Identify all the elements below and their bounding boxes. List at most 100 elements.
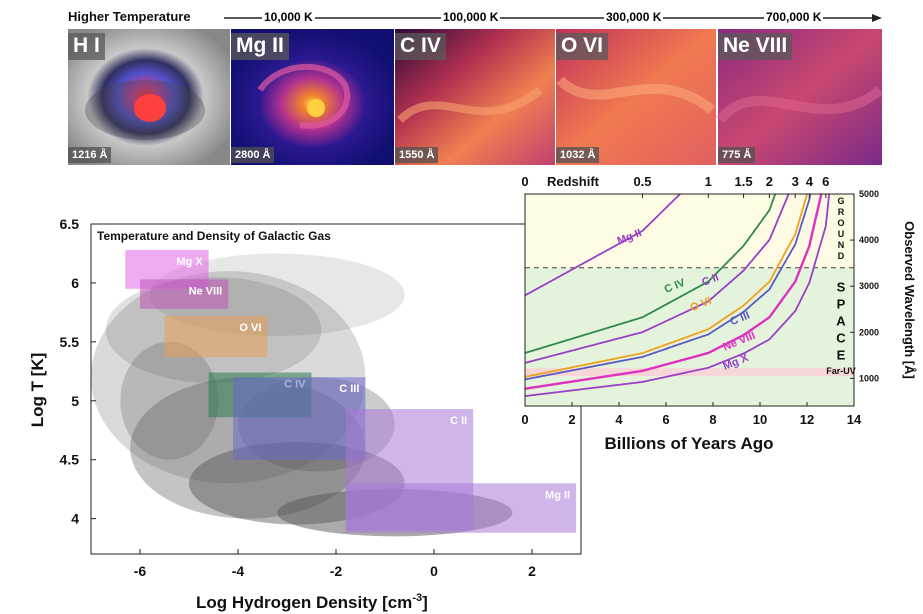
wavelength-tick-label: 3000 bbox=[859, 281, 879, 291]
phase-y-axis-label: Log T [K] bbox=[28, 353, 47, 428]
lookback-tick-label: 12 bbox=[800, 412, 814, 427]
panel-hi-image bbox=[68, 29, 230, 165]
ion-region-label: Mg II bbox=[545, 489, 570, 501]
redshift-tick-label: 6 bbox=[822, 174, 829, 189]
y-tick-label: 6 bbox=[71, 275, 79, 291]
lookback-tick-label: 8 bbox=[709, 412, 716, 427]
ion-region-label: Mg X bbox=[176, 256, 203, 268]
lookback-tick-label: 0 bbox=[521, 412, 528, 427]
y-tick-label: 4.5 bbox=[60, 452, 80, 468]
ion-image-strip: Higher Temperature 10,000 K 100,000 K 30… bbox=[0, 0, 923, 170]
temp-mark-300000: 300,000 K bbox=[604, 10, 664, 24]
ion-region-label: C II bbox=[450, 415, 467, 427]
y-tick-label: 6.5 bbox=[60, 216, 80, 232]
ion-curves bbox=[525, 194, 831, 397]
gas-density-blob bbox=[149, 253, 405, 336]
ground-label-letter: R bbox=[838, 207, 845, 217]
redshift-tick-label: 2 bbox=[766, 174, 773, 189]
ion-curve bbox=[525, 194, 790, 364]
ion-region bbox=[164, 315, 268, 358]
x-tick-label: -6 bbox=[134, 563, 147, 579]
temp-mark-100000: 100,000 K bbox=[441, 10, 501, 24]
panel-mgii-label: Mg II bbox=[231, 33, 289, 60]
lookback-tick-label: 6 bbox=[662, 412, 669, 427]
phase-x-axis-label: Log Hydrogen Density [cm-3] bbox=[196, 592, 428, 612]
redshift-ticks: 0 0.5 1 1.5 2 3 4 6 bbox=[521, 174, 829, 198]
ground-label-letter: U bbox=[838, 229, 845, 239]
redshift-tick-label: 3 bbox=[792, 174, 799, 189]
ion-region bbox=[345, 483, 577, 533]
x-tick-label: -4 bbox=[232, 563, 245, 579]
wavelength-tick-label: 1000 bbox=[859, 373, 879, 383]
phase-x-ticks: -6 -4 -2 0 2 bbox=[134, 549, 536, 579]
ion-region-label: O VI bbox=[239, 322, 261, 334]
observation-zones bbox=[525, 194, 854, 406]
wavelength-tick-label: 2000 bbox=[859, 327, 879, 337]
panel-neviii-wavelength: 775 Å bbox=[718, 147, 756, 163]
redshift-tick-label: 1 bbox=[705, 174, 712, 189]
wavelength-tick-label: 5000 bbox=[859, 189, 879, 199]
ion-curve bbox=[525, 194, 812, 381]
ground-label-letter: N bbox=[838, 240, 845, 250]
lookback-tick-label: 10 bbox=[753, 412, 767, 427]
lookback-tick-label: 4 bbox=[615, 412, 623, 427]
wavelength-axis-label: Observed Wavelength [Å] bbox=[902, 221, 917, 379]
ground-label-letter: G bbox=[837, 196, 844, 206]
y-tick-label: 4 bbox=[71, 511, 79, 527]
ion-region bbox=[233, 377, 366, 460]
x-tick-label: 2 bbox=[528, 563, 536, 579]
wavelength-tick-label: 4000 bbox=[859, 235, 879, 245]
ion-curve bbox=[525, 194, 809, 378]
ion-region-label: C III bbox=[339, 383, 359, 395]
ion-images bbox=[68, 29, 884, 165]
ion-region-label: Ne VIII bbox=[189, 285, 223, 297]
panel-hi-wavelength: 1216 Å bbox=[68, 147, 112, 163]
panel-mgii-wavelength: 2800 Å bbox=[231, 147, 275, 163]
space-label-letter: C bbox=[836, 331, 846, 346]
x-tick-label: -2 bbox=[330, 563, 343, 579]
temperature-label: Higher Temperature bbox=[68, 9, 191, 24]
ground-label-letter: D bbox=[838, 251, 845, 261]
phase-title: Temperature and Density of Galactic Gas bbox=[97, 229, 331, 243]
panel-neviii-label: Ne VIII bbox=[718, 33, 793, 60]
lookback-tick-label: 14 bbox=[847, 412, 862, 427]
ground-label-letter: O bbox=[837, 218, 844, 228]
redshift-tick-label: 0 bbox=[521, 174, 528, 189]
space-label-letter: S bbox=[837, 280, 846, 295]
redshift-tick-label: 0.5 bbox=[633, 174, 651, 189]
ion-curve bbox=[525, 194, 831, 397]
temp-mark-10000: 10,000 K bbox=[262, 10, 315, 24]
ion-curve bbox=[525, 194, 777, 354]
ion-curve bbox=[525, 194, 682, 297]
space-label-letter: E bbox=[837, 348, 846, 363]
y-tick-label: 5.5 bbox=[60, 334, 80, 350]
gas-density-blob bbox=[120, 341, 219, 460]
redshift-tick-label: 1.5 bbox=[735, 174, 753, 189]
redshift-axis-label: Redshift bbox=[547, 174, 600, 189]
redshift-tick-label: 4 bbox=[806, 174, 814, 189]
panel-ovi-label: O VI bbox=[556, 33, 609, 60]
lookback-ticks: 0 2 4 6 8 10 12 14 bbox=[521, 402, 862, 427]
ion-curve-label: C II bbox=[700, 271, 720, 289]
temp-mark-700000: 700,000 K bbox=[764, 10, 824, 24]
ion-curve bbox=[525, 194, 823, 390]
ion-region bbox=[140, 279, 229, 309]
redshift-frame bbox=[524, 193, 855, 407]
panel-hi-label: H I bbox=[68, 33, 105, 60]
lookback-axis-label: Billions of Years Ago bbox=[604, 434, 773, 453]
space-label-letter: A bbox=[836, 314, 846, 329]
lookback-tick-label: 2 bbox=[568, 412, 575, 427]
wavelength-ticks: 1000 2000 3000 4000 5000 bbox=[850, 189, 879, 383]
panel-civ-wavelength: 1550 Å bbox=[395, 147, 439, 163]
far-uv-label: Far-UV bbox=[826, 366, 856, 376]
x-tick-label: 0 bbox=[430, 563, 438, 579]
panel-civ-label: C IV bbox=[395, 33, 446, 60]
phase-y-ticks: 4 4.5 5 5.5 6 6.5 bbox=[60, 216, 96, 527]
y-tick-label: 5 bbox=[71, 393, 79, 409]
panel-ovi-wavelength: 1032 Å bbox=[556, 147, 600, 163]
space-label-letter: P bbox=[837, 297, 846, 312]
